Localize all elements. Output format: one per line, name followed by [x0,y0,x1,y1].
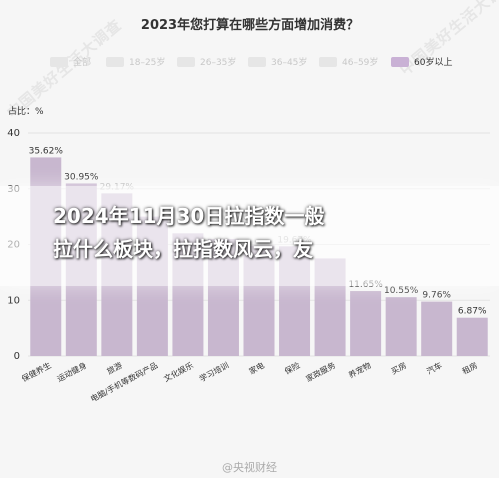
source-watermark: @央视财经 [222,461,277,474]
x-tick-label: 运动健身 [55,360,88,384]
bar [421,301,453,356]
y-unit-label: 占比：% [8,105,44,117]
bar [456,317,488,356]
legend-swatch[interactable] [248,57,266,67]
x-tick-label: 买房 [389,360,408,376]
chart-title: 2023年您打算在哪些方面增加消费？ [141,17,359,33]
legend-swatch[interactable] [391,57,409,67]
legend-swatch[interactable] [319,57,337,67]
value-label: 9.76% [422,291,451,301]
x-tick-label: 保健养生 [20,360,53,384]
legend: 全部 18–25岁 26–35岁 36–45岁 46–59岁 60岁以上 [50,56,452,68]
x-tick-label: 电脑/手机等数码产品 [89,360,160,404]
value-label: 30.95% [64,172,99,182]
x-tick-label: 保险 [283,360,302,376]
x-tick-label: 汽车 [425,360,444,376]
bar [350,291,382,356]
headline-text: 2024年11月30日拉指数一般 拉什么板块，拉指数风云，友 [53,204,325,261]
value-label: 10.55% [384,286,419,296]
legend-swatch[interactable] [106,57,124,67]
y-tick-label: 40 [7,128,20,139]
legend-label[interactable]: 36–45岁 [271,56,307,68]
y-tick-label: 0 [14,351,20,362]
x-axis-labels: 保健养生 运动健身 旅游电脑/手机等数码产品 文化娱乐 学习培训 家电 保险 家政服务 养宠物买… [20,360,479,404]
x-tick-label: 养宠物 [347,360,373,380]
x-tick-label: 家政服务 [304,360,337,384]
legend-label[interactable]: 全部 [73,56,91,68]
bar [385,297,417,356]
x-tick-label: 租房 [460,360,479,376]
x-tick-label: 学习培训 [197,360,230,384]
x-tick-label: 旅游 [105,360,124,376]
value-label: 6.87% [458,307,487,317]
legend-label[interactable]: 60岁以上 [414,56,452,68]
legend-swatch[interactable] [177,57,195,67]
value-label: 35.62% [29,146,64,156]
legend-swatch[interactable] [50,57,68,67]
x-tick-label: 文化娱乐 [162,360,195,384]
y-tick-label: 10 [7,295,20,306]
legend-label[interactable]: 18–25岁 [129,56,165,68]
headline-banner: 2024年11月30日拉指数一般 拉什么板块，拉指数风云，友 [0,186,499,286]
legend-label[interactable]: 46–59岁 [342,56,378,68]
x-tick-label: 家电 [247,360,266,376]
legend-label[interactable]: 26–35岁 [200,56,236,68]
